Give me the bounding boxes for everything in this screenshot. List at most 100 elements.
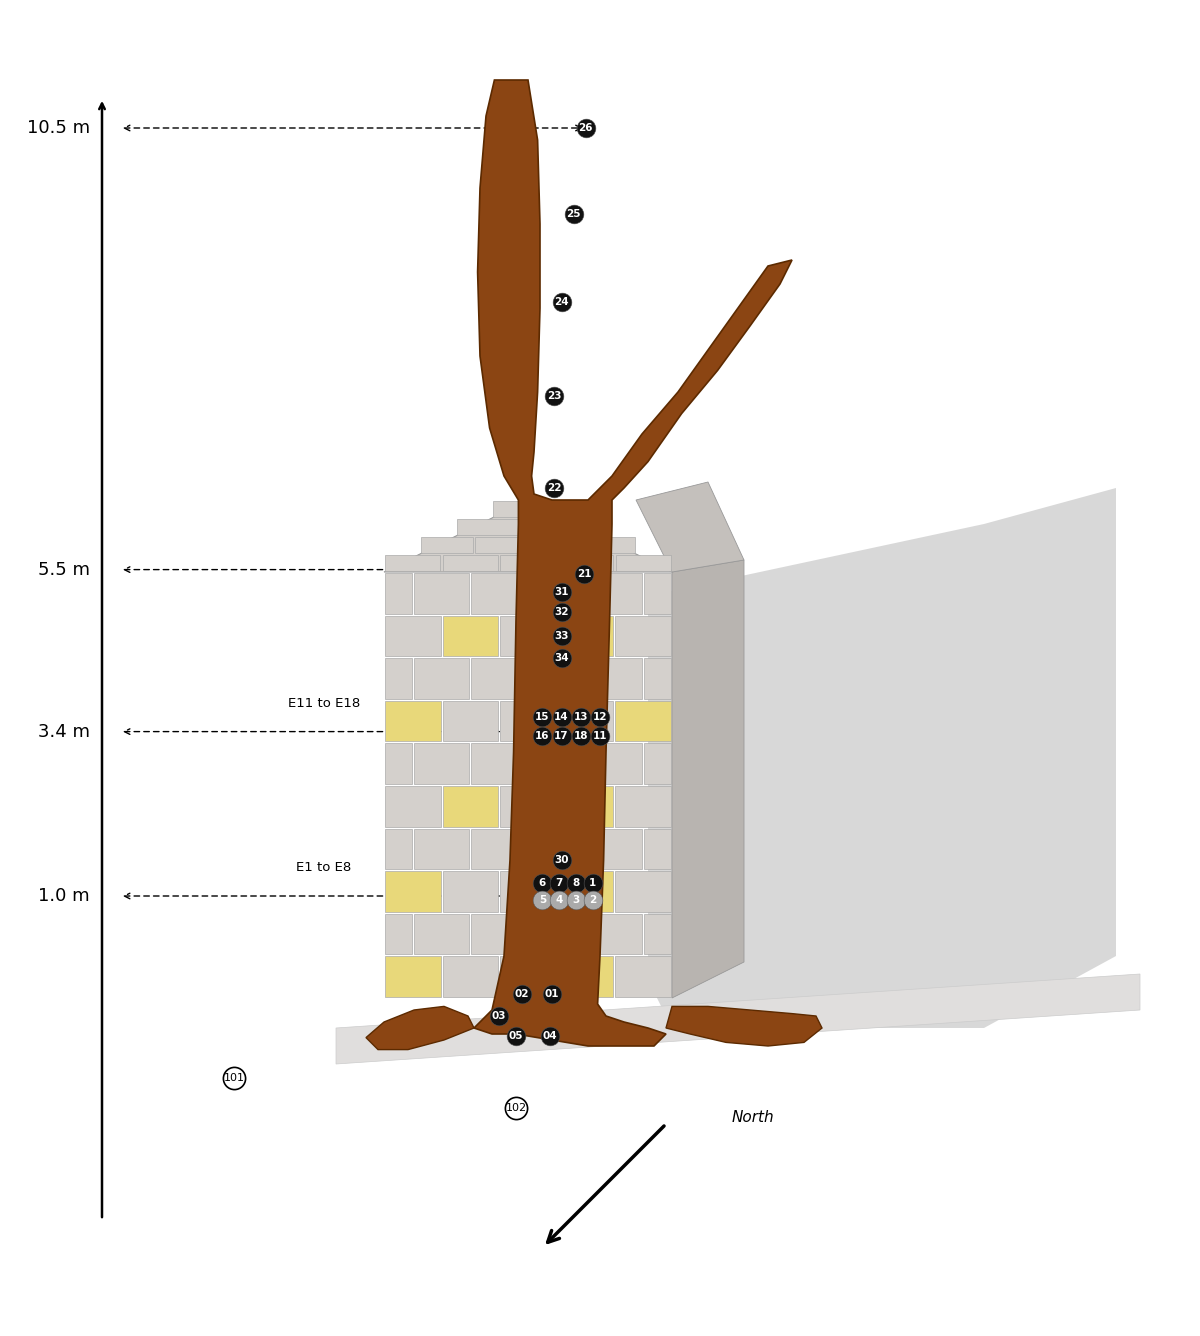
Bar	[457, 520, 527, 534]
Bar	[443, 701, 498, 741]
Text: 4: 4	[556, 895, 563, 904]
Bar	[529, 573, 584, 613]
Text: E1 to E8: E1 to E8	[296, 862, 352, 874]
Text: North: North	[732, 1110, 775, 1125]
Text: 12: 12	[593, 712, 607, 723]
Text: 02: 02	[515, 990, 529, 999]
Text: 22: 22	[547, 484, 562, 493]
Bar	[616, 701, 671, 741]
Text: 10.5 m: 10.5 m	[26, 119, 90, 138]
Bar	[475, 537, 527, 553]
Bar	[529, 743, 584, 784]
Text: 1: 1	[589, 878, 596, 888]
Bar	[644, 914, 671, 954]
Bar	[414, 659, 469, 699]
Bar	[616, 871, 671, 912]
Text: 11: 11	[593, 731, 607, 741]
Text: 34: 34	[554, 653, 569, 664]
Bar	[644, 573, 671, 613]
Bar	[529, 659, 584, 699]
Bar	[616, 786, 671, 827]
Polygon shape	[384, 500, 672, 572]
Text: 5: 5	[539, 895, 546, 904]
Text: 17: 17	[554, 731, 569, 741]
Bar	[529, 520, 599, 534]
Bar	[414, 573, 469, 613]
Polygon shape	[666, 1006, 822, 1046]
Bar	[644, 659, 671, 699]
Text: 18: 18	[574, 731, 588, 741]
Polygon shape	[474, 80, 792, 1046]
Bar	[385, 701, 440, 741]
Bar	[644, 743, 671, 784]
Bar	[443, 871, 498, 912]
Bar	[529, 828, 584, 870]
Bar	[587, 914, 642, 954]
Bar	[493, 501, 563, 517]
Text: 32: 32	[554, 607, 569, 617]
Bar	[472, 659, 527, 699]
Text: 24: 24	[554, 297, 569, 307]
Bar	[414, 743, 469, 784]
Bar	[385, 556, 440, 570]
Bar	[385, 957, 440, 997]
Bar	[385, 616, 440, 656]
Bar	[385, 659, 412, 699]
Bar	[472, 828, 527, 870]
Text: 03: 03	[492, 1011, 506, 1021]
Polygon shape	[336, 974, 1140, 1063]
Text: 15: 15	[535, 712, 550, 723]
Bar	[385, 871, 440, 912]
Bar	[558, 701, 613, 741]
Bar	[558, 786, 613, 827]
Text: 23: 23	[547, 390, 562, 401]
Bar	[414, 914, 469, 954]
Bar	[587, 659, 642, 699]
Text: 3: 3	[572, 895, 580, 904]
Text: 6: 6	[539, 878, 546, 888]
Bar	[558, 556, 613, 570]
Bar	[500, 701, 556, 741]
Bar	[472, 743, 527, 784]
Bar	[385, 743, 412, 784]
Text: 3.4 m: 3.4 m	[38, 723, 90, 740]
Polygon shape	[636, 482, 744, 572]
Bar	[583, 537, 635, 553]
Text: 30: 30	[554, 855, 569, 864]
Text: 05: 05	[509, 1031, 523, 1041]
Bar	[558, 957, 613, 997]
Text: 26: 26	[578, 123, 593, 134]
Text: 31: 31	[554, 588, 569, 597]
Bar	[385, 786, 440, 827]
Bar	[616, 957, 671, 997]
Text: 25: 25	[566, 210, 581, 219]
Text: E11 to E18: E11 to E18	[288, 697, 360, 709]
Text: 1.0 m: 1.0 m	[38, 887, 90, 904]
Bar	[558, 616, 613, 656]
Bar	[616, 556, 671, 570]
Bar	[500, 871, 556, 912]
Text: 21: 21	[577, 569, 592, 580]
Bar	[385, 828, 412, 870]
Bar	[472, 573, 527, 613]
Text: 01: 01	[545, 990, 559, 999]
Bar	[558, 871, 613, 912]
Bar	[500, 786, 556, 827]
Bar	[472, 914, 527, 954]
Text: 04: 04	[542, 1031, 557, 1041]
Bar	[529, 537, 581, 553]
Bar	[414, 828, 469, 870]
Text: 14: 14	[554, 712, 569, 723]
Text: 8: 8	[572, 878, 580, 888]
Text: 7: 7	[556, 878, 563, 888]
Polygon shape	[672, 560, 744, 998]
Bar	[644, 828, 671, 870]
Polygon shape	[366, 1006, 474, 1050]
Text: 33: 33	[554, 631, 569, 640]
Bar	[587, 573, 642, 613]
Bar	[443, 786, 498, 827]
Bar	[443, 957, 498, 997]
Bar	[529, 914, 584, 954]
Text: 5.5 m: 5.5 m	[38, 561, 90, 578]
Bar	[500, 616, 556, 656]
